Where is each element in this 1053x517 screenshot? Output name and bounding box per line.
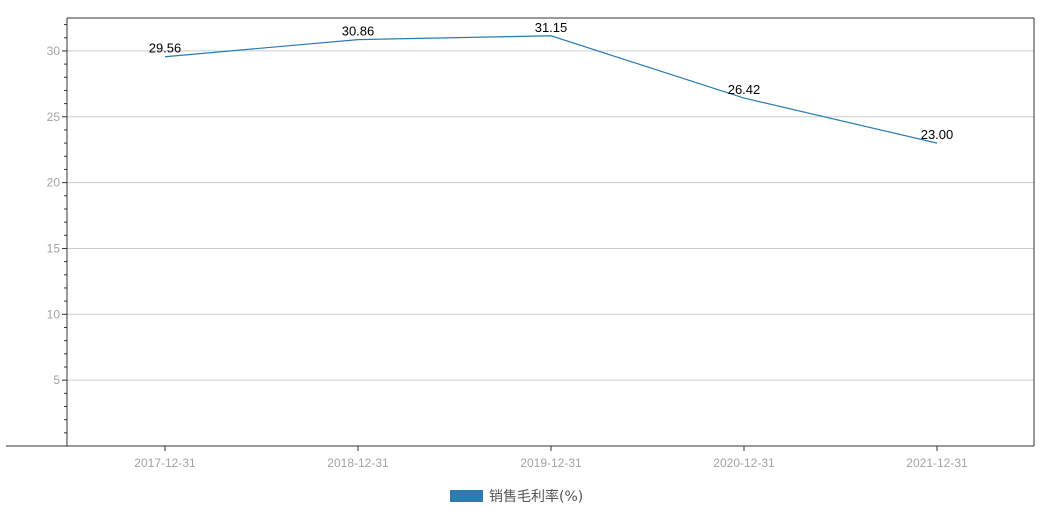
- data-label-2017-12-31: 29.56: [149, 41, 182, 56]
- legend-swatch: [450, 490, 483, 502]
- legend[interactable]: 销售毛利率(%): [450, 486, 583, 506]
- x-tick-label-2021-12-31: 2021-12-31: [906, 456, 968, 470]
- y-axis-ticks: 5 10 15 20 25 30: [47, 24, 67, 434]
- axes: [6, 17, 1035, 447]
- legend-label: 销售毛利率(%): [489, 489, 584, 505]
- y-tick-label-20: 20: [47, 176, 61, 190]
- y-gridlines: [67, 50, 1034, 381]
- x-tick-label-2017-12-31: 2017-12-31: [134, 456, 196, 470]
- data-labels: 29.56 30.86 31.15 26.42 23.00: [149, 20, 954, 142]
- x-tick-label-2018-12-31: 2018-12-31: [327, 456, 389, 470]
- data-label-2019-12-31: 31.15: [535, 20, 568, 35]
- y-tick-label-5: 5: [53, 373, 60, 387]
- x-tick-label-2019-12-31: 2019-12-31: [520, 456, 582, 470]
- data-label-2018-12-31: 30.86: [342, 24, 375, 39]
- y-tick-label-15: 15: [47, 241, 61, 255]
- y-tick-label-25: 25: [47, 110, 61, 124]
- data-label-2020-12-31: 26.42: [728, 82, 761, 97]
- series-line: [164, 35, 938, 144]
- y-tick-label-10: 10: [47, 307, 61, 321]
- y-tick-label-30: 30: [47, 44, 61, 58]
- x-axis-ticks: 2017-12-31 2018-12-31 2019-12-31 2020-12-31…: [134, 446, 968, 470]
- data-label-2021-12-31: 23.00: [921, 127, 954, 142]
- series-lines: [164, 35, 938, 144]
- x-tick-label-2020-12-31: 2020-12-31: [713, 456, 775, 470]
